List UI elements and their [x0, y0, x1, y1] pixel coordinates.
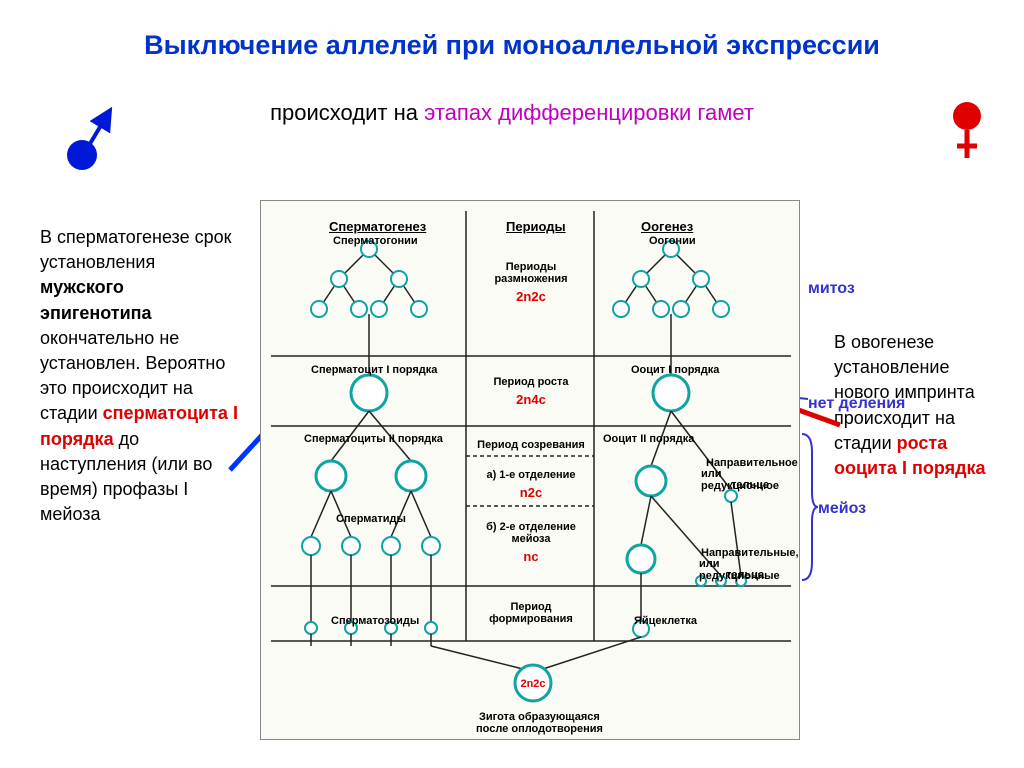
text-segment: В сперматогенезе срок установления	[40, 227, 232, 272]
ploidy-value: n2c	[471, 485, 591, 500]
subtitle-plain: происходит на	[270, 100, 424, 125]
period-form: Период формирования	[471, 601, 591, 625]
diagram-label-spermatidy: Сперматиды	[336, 513, 406, 525]
period-label: Период роста	[471, 376, 591, 388]
annotation-mitosis: митоз	[808, 280, 855, 298]
period-sozr: Период созревания	[471, 439, 591, 451]
text-segment: мужского эпигенотипа	[40, 277, 152, 322]
female-symbol-icon	[950, 100, 984, 165]
diagram-label-oogonii: Оогонии	[649, 235, 696, 247]
period-razmn: Периоды размножения 2n2c	[471, 261, 591, 304]
diagram-label-oocII: Ооцит II порядка	[603, 433, 694, 445]
gametogenesis-diagram: 2n2c Сперматогенез Периоды Оогенез Сперм…	[260, 200, 800, 740]
male-symbol-icon	[60, 105, 120, 175]
diagram-label-yaice: Яйцеклетка	[634, 615, 697, 627]
ploidy-value: nc	[471, 549, 591, 564]
title-text: Выключение аллелей при моноаллельной экс…	[144, 30, 880, 60]
page-title: Выключение аллелей при моноаллельной экс…	[0, 30, 1024, 61]
meiosis-bracket-icon	[800, 432, 820, 582]
period-label: Период формирования	[471, 601, 591, 625]
diagram-label-zigota1: Зигота образующаяся	[479, 711, 600, 723]
diagram-label-spermII: Сперматоциты II порядка	[304, 433, 443, 445]
diagram-label-napr2c: тельца	[726, 569, 764, 581]
annotation-meiosis: мейоз	[818, 500, 866, 518]
diagram-label-napr1c: тельце	[731, 479, 769, 491]
diagram-label-spermatogonii: Сперматогонии	[333, 235, 418, 247]
period-otd1: а) 1-е отделение n2c	[471, 469, 591, 500]
period-label: Период созревания	[471, 439, 591, 451]
period-label: б) 2-е отделение мейоза	[471, 521, 591, 545]
annotation-no-division: нет деления	[808, 395, 905, 413]
subtitle: происходит на этапах дифференцировки гам…	[0, 100, 1024, 126]
diagram-label-spermatozoidy: Сперматозоиды	[331, 615, 419, 627]
ploidy-value: 2n4c	[471, 392, 591, 407]
subtitle-highlight: этапах дифференцировки гамет	[424, 100, 754, 125]
left-paragraph: В сперматогенезе срок установления мужск…	[40, 225, 240, 527]
diagram-label-zigota2: после оплодотворения	[476, 723, 603, 735]
period-otd2: б) 2-е отделение мейоза nc	[471, 521, 591, 564]
period-label: а) 1-е отделение	[471, 469, 591, 481]
period-label: Периоды размножения	[471, 261, 591, 285]
diagram-label-spermI: Сперматоцит I порядка	[311, 364, 437, 376]
svg-text:2n2c: 2n2c	[520, 678, 545, 690]
header-periods: Периоды	[506, 219, 566, 234]
header-spermatogenesis: Сперматогенез	[329, 219, 426, 234]
diagram-label-oocI: Ооцит I порядка	[631, 364, 719, 376]
period-rosta: Период роста 2n4c	[471, 376, 591, 407]
header-oogenesis: Оогенез	[641, 219, 693, 234]
ploidy-value: 2n2c	[471, 289, 591, 304]
